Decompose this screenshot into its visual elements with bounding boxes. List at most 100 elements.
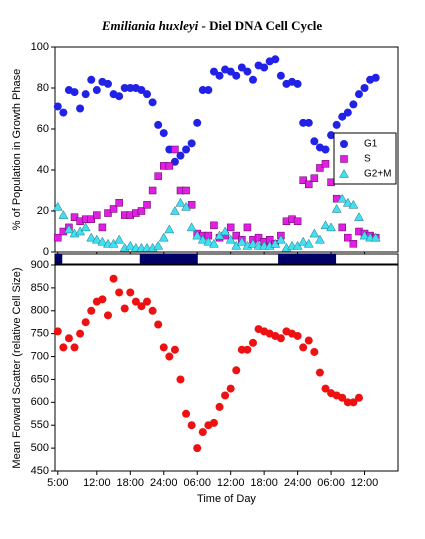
point: [360, 84, 369, 92]
point: [321, 384, 330, 393]
point: [154, 320, 163, 329]
point: [176, 151, 185, 160]
point: [337, 193, 348, 203]
point: [114, 234, 125, 244]
point: [349, 100, 358, 109]
point: [209, 418, 218, 427]
point: [98, 223, 107, 232]
point: [209, 238, 219, 248]
point: [198, 428, 207, 437]
point: [305, 180, 313, 189]
point: [115, 288, 124, 297]
point: [170, 345, 179, 354]
title-rest: - Diel DNA Cell Cycle: [198, 18, 322, 33]
legend-marker: [339, 168, 349, 178]
legend-label: S: [364, 154, 371, 165]
point: [314, 234, 325, 244]
point: [137, 302, 146, 311]
point: [98, 295, 107, 304]
point: [226, 384, 235, 393]
point: [316, 164, 324, 172]
x-tick-label: 18:00: [250, 477, 278, 489]
point: [164, 224, 175, 234]
x-tick-label: 5:00: [47, 477, 68, 489]
point: [70, 213, 79, 221]
point: [109, 274, 118, 283]
point: [182, 145, 191, 154]
point: [204, 86, 213, 95]
dark-period: [278, 254, 337, 264]
point: [326, 222, 337, 232]
point: [53, 327, 62, 336]
point: [342, 197, 353, 207]
point: [186, 222, 197, 232]
point: [343, 108, 352, 117]
title-species: Emiliania huxleyi: [101, 18, 199, 33]
y-tick-label: 100: [31, 41, 49, 53]
point: [169, 205, 180, 215]
point: [120, 84, 129, 92]
point: [226, 223, 235, 232]
point: [210, 221, 218, 230]
point: [237, 63, 246, 72]
point: [97, 236, 108, 246]
y-tick-label: 850: [31, 282, 49, 294]
legend-label: G2+M: [364, 169, 392, 180]
point: [59, 343, 68, 352]
point: [91, 234, 102, 244]
dark-period: [139, 254, 198, 264]
point: [87, 215, 96, 223]
point: [182, 186, 190, 195]
point: [165, 352, 174, 361]
point: [148, 306, 157, 315]
point: [215, 71, 224, 80]
point: [52, 201, 63, 211]
y-axis-label: Mean Forward Scatter (relative Cell Size…: [11, 267, 23, 468]
point: [243, 67, 252, 76]
point: [232, 71, 241, 80]
point: [293, 217, 302, 225]
point: [159, 129, 168, 138]
point: [193, 444, 202, 453]
point: [237, 345, 246, 354]
point: [76, 104, 85, 113]
point: [315, 368, 324, 377]
point: [276, 334, 285, 343]
point: [81, 318, 90, 327]
point: [109, 205, 118, 213]
point: [349, 398, 358, 407]
point: [221, 391, 230, 400]
point: [103, 79, 112, 88]
point: [338, 112, 347, 121]
point: [338, 393, 347, 402]
point: [225, 234, 236, 244]
point: [232, 231, 241, 240]
y-tick-label: 20: [37, 205, 49, 217]
point: [115, 92, 124, 101]
point: [260, 63, 269, 72]
y-tick-label: 40: [37, 164, 49, 176]
point: [104, 209, 112, 217]
point: [371, 73, 380, 82]
point: [293, 79, 302, 88]
dark-period: [55, 254, 63, 264]
point: [103, 311, 112, 320]
point: [293, 331, 302, 340]
point: [220, 226, 231, 236]
point: [137, 207, 146, 215]
point: [309, 228, 320, 238]
point: [93, 211, 101, 219]
point: [321, 160, 330, 168]
x-tick-label: 12:00: [351, 477, 379, 489]
point: [175, 197, 186, 207]
point: [321, 145, 330, 154]
x-tick-label: 06:00: [183, 477, 211, 489]
point: [187, 201, 196, 209]
point: [243, 223, 252, 232]
point: [120, 304, 129, 313]
point: [359, 230, 370, 240]
point: [125, 240, 136, 250]
point: [182, 409, 191, 418]
point: [176, 375, 185, 384]
legend-marker: [340, 155, 348, 163]
